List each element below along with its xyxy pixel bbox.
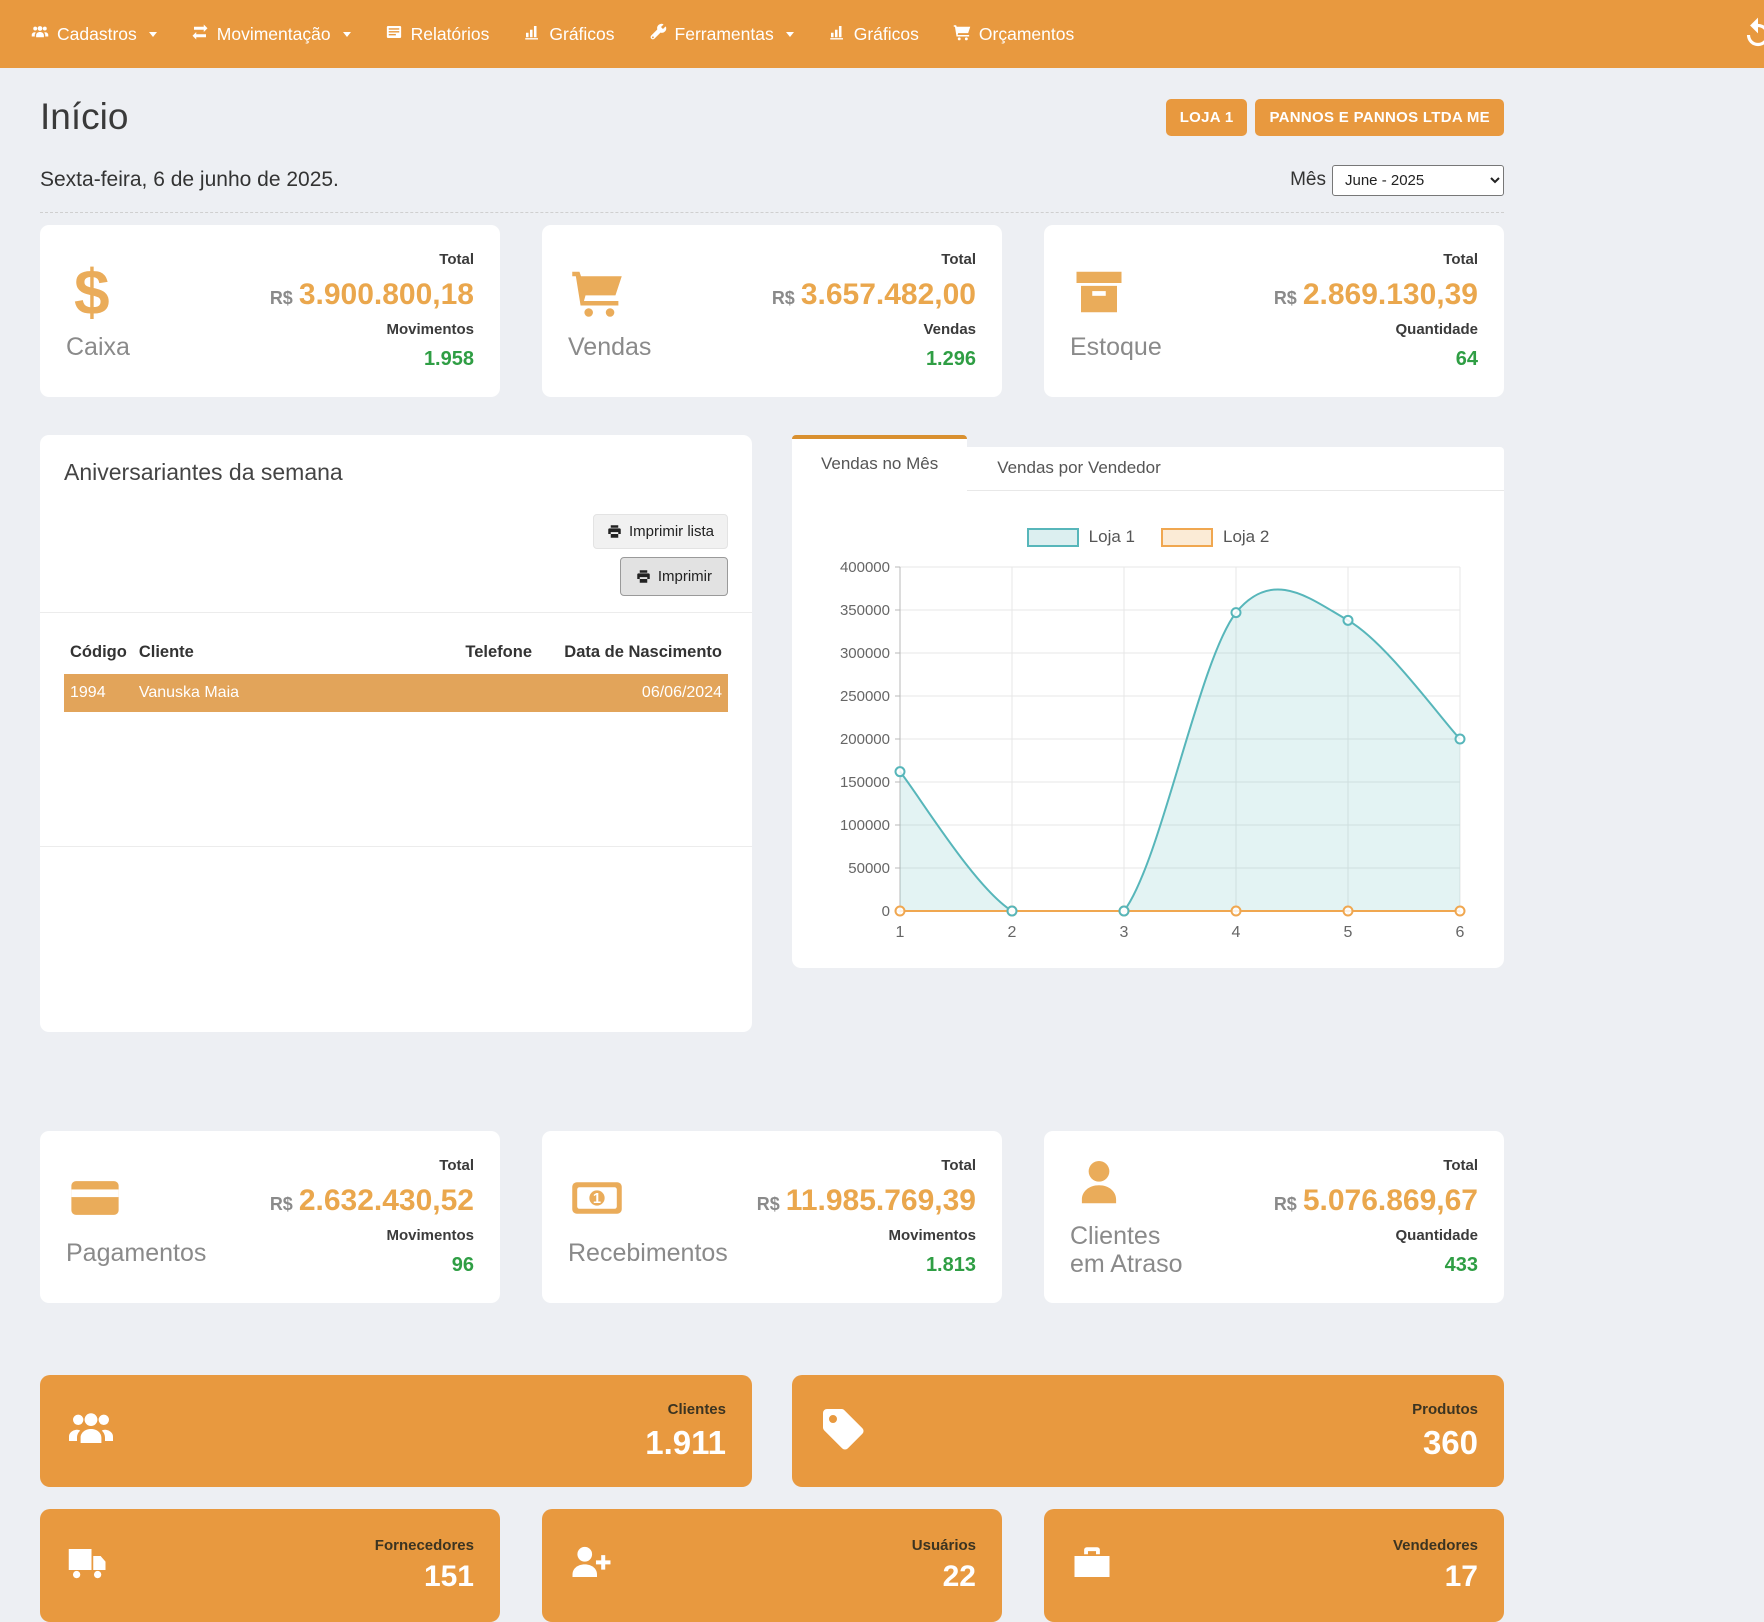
tab-vendas-no-mes[interactable]: Vendas no Mês (792, 435, 967, 491)
birthdays-table: Código Cliente Telefone Data de Nascimen… (64, 631, 728, 712)
cart-icon (953, 23, 971, 46)
cell-codigo: 1994 (64, 674, 133, 712)
summary-card-fornecedores: Fornecedores 151 (40, 1509, 500, 1622)
users-icon (31, 23, 49, 46)
stat-card-pagamentos: Pagamentos Total R$2.632.430,52 Moviment… (40, 1131, 500, 1303)
store-badge: LOJA 1 (1166, 99, 1248, 136)
legend-label: Loja 1 (1089, 527, 1135, 547)
stat-card-clientes-em-atraso: Clientes em Atraso Total R$5.076.869,67 … (1044, 1131, 1504, 1303)
col-telefone: Telefone (428, 631, 538, 674)
bar-chart-icon (828, 23, 846, 46)
summary-card-usuarios: Usuários 22 (542, 1509, 1002, 1622)
cell-telefone (428, 674, 538, 712)
divider (40, 846, 752, 847)
birthdays-panel: Aniversariantes da semana Imprimir lista… (40, 435, 752, 1032)
legend-label: Loja 2 (1223, 527, 1269, 547)
nav-relatorios[interactable]: Relatórios (368, 0, 507, 68)
svg-text:300000: 300000 (840, 645, 890, 662)
legend-swatch (1027, 528, 1079, 547)
svg-text:4: 4 (1232, 924, 1241, 941)
svg-text:400000: 400000 (840, 559, 890, 576)
current-date: Sexta-feira, 6 de junho de 2025. (40, 168, 339, 192)
print-button[interactable]: Imprimir (620, 557, 728, 596)
svg-text:200000: 200000 (840, 731, 890, 748)
company-badge: PANNOS E PANNOS LTDA ME (1255, 99, 1504, 136)
summary-card-clientes: Clientes 1.911 (40, 1375, 752, 1487)
money-bill-icon: 1 (568, 1167, 698, 1229)
nav-ferramentas[interactable]: Ferramentas (632, 0, 811, 68)
summary-card-vendedores: Vendedores 17 (1044, 1509, 1504, 1622)
dollar-icon: $ (66, 261, 130, 323)
chevron-down-icon (149, 32, 157, 37)
nav-orcamentos[interactable]: Orçamentos (936, 0, 1091, 68)
nav-movimentacao[interactable]: Movimentação (174, 0, 368, 68)
briefcase-icon (1070, 1542, 1114, 1589)
bar-chart-icon (523, 23, 541, 46)
table-row: 1994 Vanuska Maia 06/06/2024 (64, 674, 728, 712)
svg-text:250000: 250000 (840, 688, 890, 705)
chevron-down-icon (343, 32, 351, 37)
printer-icon (636, 569, 651, 584)
refresh-icon[interactable] (1739, 16, 1764, 54)
legend-loja-2: Loja 2 (1161, 527, 1269, 547)
svg-text:0: 0 (882, 903, 890, 920)
printer-icon (607, 524, 622, 539)
svg-text:6: 6 (1456, 924, 1465, 941)
svg-text:100000: 100000 (840, 817, 890, 834)
user-icon (1070, 1155, 1200, 1212)
box-icon (1070, 261, 1162, 323)
exchange-icon (191, 23, 209, 46)
month-select[interactable]: June - 2025 (1332, 165, 1504, 196)
nav-graficos-2[interactable]: Gráficos (811, 0, 936, 68)
svg-text:50000: 50000 (848, 860, 890, 877)
svg-text:1: 1 (896, 924, 905, 941)
svg-text:5: 5 (1344, 924, 1353, 941)
cart-icon (568, 261, 651, 323)
tab-vendas-por-vendedor[interactable]: Vendas por Vendedor (967, 447, 1191, 490)
summary-card-produtos: Produtos 360 (792, 1375, 1504, 1487)
page-title: Início (40, 96, 128, 138)
svg-text:2: 2 (1008, 924, 1017, 941)
credit-card-icon (66, 1167, 196, 1229)
stat-card-estoque: Estoque Total R$2.869.130,39 Quantidade … (1044, 225, 1504, 397)
stat-card-caixa: $ Caixa Total R$3.900.800,18 Movimentos … (40, 225, 500, 397)
wrench-icon (649, 23, 667, 46)
tag-icon (818, 1405, 868, 1458)
col-codigo: Código (64, 631, 133, 674)
col-nascimento: Data de Nascimento (538, 631, 728, 674)
birthdays-title: Aniversariantes da semana (64, 459, 728, 486)
sales-chart: 0 50000 100000 150000 200000 250000 300000 3500… (818, 553, 1478, 953)
chevron-down-icon (786, 32, 794, 37)
truck-icon (66, 1542, 110, 1589)
svg-text:150000: 150000 (840, 774, 890, 791)
users-icon (66, 1405, 116, 1458)
user-plus-icon (568, 1542, 612, 1589)
legend-swatch (1161, 528, 1213, 547)
svg-text:350000: 350000 (840, 602, 890, 619)
top-navbar: Cadastros Movimentação Relatórios Gráfic… (0, 0, 1764, 68)
month-label: Mês (1290, 169, 1326, 191)
divider (40, 212, 1504, 213)
stat-card-vendas: Vendas Total R$3.657.482,00 Vendas 1.296 (542, 225, 1002, 397)
chart-legend: Loja 1 Loja 2 (812, 527, 1484, 547)
col-cliente: Cliente (133, 631, 428, 674)
cell-cliente: Vanuska Maia (133, 674, 428, 712)
print-list-button[interactable]: Imprimir lista (593, 514, 728, 549)
nav-graficos-1[interactable]: Gráficos (506, 0, 631, 68)
stat-card-recebimentos: 1 Recebimentos Total R$11.985.769,39 Mov… (542, 1131, 1002, 1303)
svg-text:3: 3 (1120, 924, 1129, 941)
legend-loja-1: Loja 1 (1027, 527, 1135, 547)
svg-text:1: 1 (593, 1191, 601, 1207)
newspaper-icon (385, 23, 403, 46)
divider (40, 612, 752, 613)
nav-cadastros[interactable]: Cadastros (14, 0, 174, 68)
cell-nascimento: 06/06/2024 (538, 674, 728, 712)
sales-panel: Vendas no Mês Vendas por Vendedor Loja 1… (792, 435, 1504, 968)
